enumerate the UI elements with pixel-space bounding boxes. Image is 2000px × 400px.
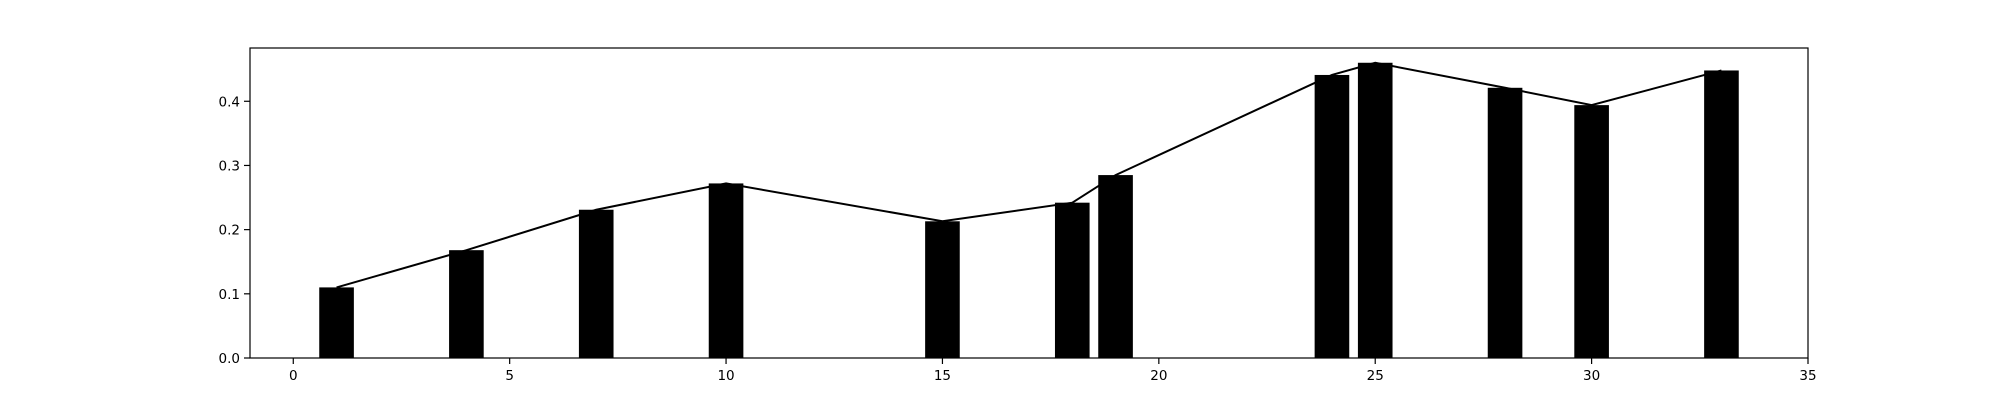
- x-tick-label-6: 30: [1583, 368, 1600, 384]
- bar-8: [1357, 62, 1393, 359]
- bar-3: [708, 183, 744, 358]
- bar-5: [1054, 202, 1090, 358]
- y-axis: 0.0 0.1 0.2 0.3 0.4: [219, 94, 250, 367]
- bar-11: [1704, 70, 1739, 358]
- bar-4: [925, 221, 960, 358]
- bar-1: [449, 250, 484, 358]
- bar-2: [578, 209, 614, 358]
- y-tick-label-3: 0.3: [219, 158, 240, 174]
- x-tick-label-0: 0: [289, 368, 298, 384]
- x-axis: 0 5 10 15 20 25 30 35: [289, 358, 1817, 384]
- y-tick-label-4: 0.4: [219, 94, 240, 110]
- bar-6: [1098, 175, 1133, 358]
- bar-0: [319, 287, 354, 358]
- plot-frame: [249, 47, 1809, 359]
- bar-7: [1314, 74, 1350, 359]
- bar-10: [1574, 105, 1609, 358]
- trend-line: [336, 61, 1722, 289]
- y-tick-label-2: 0.2: [219, 223, 240, 239]
- x-tick-label-7: 35: [1799, 368, 1816, 384]
- y-tick-label-1: 0.1: [219, 287, 240, 303]
- bars-group: [319, 62, 1739, 359]
- x-tick-label-4: 20: [1150, 368, 1167, 384]
- x-tick-label-2: 10: [717, 368, 734, 384]
- x-tick-label-3: 15: [934, 368, 951, 384]
- x-tick-label-1: 5: [505, 368, 514, 384]
- bar-9: [1487, 87, 1523, 358]
- y-tick-label-0: 0.0: [219, 351, 240, 367]
- x-tick-label-5: 25: [1367, 368, 1384, 384]
